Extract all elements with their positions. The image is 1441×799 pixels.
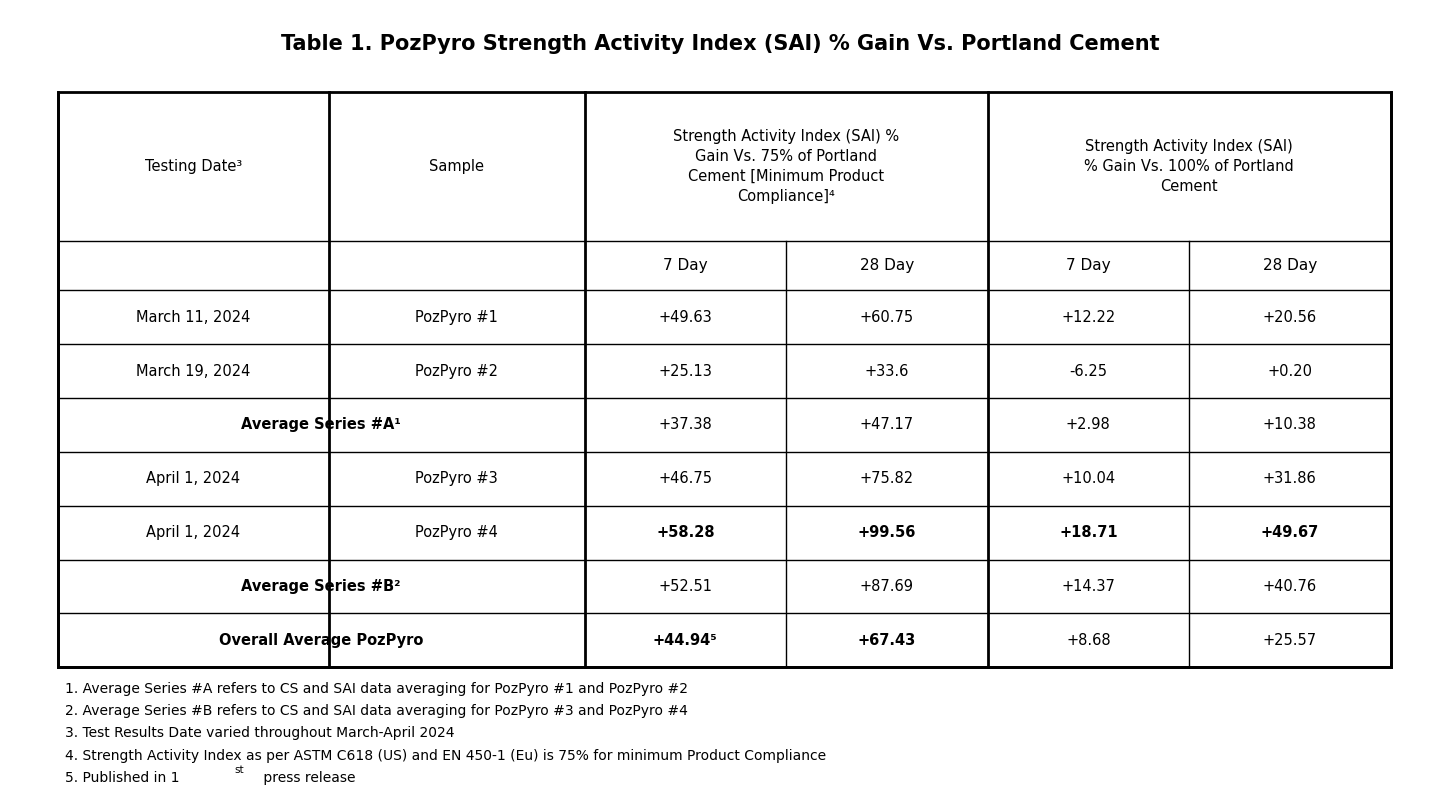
Text: +40.76: +40.76 — [1262, 579, 1317, 594]
Text: +18.71: +18.71 — [1059, 525, 1118, 540]
Text: 1. Average Series #A refers to CS and SAI data averaging for PozPyro #1 and PozP: 1. Average Series #A refers to CS and SA… — [65, 682, 687, 696]
Text: Table 1. PozPyro Strength Activity Index (SAI) % Gain Vs. Portland Cement: Table 1. PozPyro Strength Activity Index… — [281, 34, 1160, 54]
Text: 7 Day: 7 Day — [663, 258, 708, 273]
Text: +47.17: +47.17 — [860, 417, 914, 432]
Text: +10.38: +10.38 — [1262, 417, 1317, 432]
Text: Average Series #B²: Average Series #B² — [242, 579, 401, 594]
Text: st: st — [235, 765, 245, 775]
Text: -6.25: -6.25 — [1069, 364, 1107, 379]
Text: 2. Average Series #B refers to CS and SAI data averaging for PozPyro #3 and PozP: 2. Average Series #B refers to CS and SA… — [65, 704, 687, 718]
Text: +87.69: +87.69 — [860, 579, 914, 594]
Text: Overall Average PozPyro: Overall Average PozPyro — [219, 633, 424, 648]
Text: +75.82: +75.82 — [860, 471, 914, 487]
Text: 5. Published in 1: 5. Published in 1 — [65, 771, 179, 785]
Text: +46.75: +46.75 — [659, 471, 712, 487]
Text: +12.22: +12.22 — [1061, 310, 1115, 324]
Text: +58.28: +58.28 — [656, 525, 715, 540]
Text: +44.94⁵: +44.94⁵ — [653, 633, 718, 648]
Text: +99.56: +99.56 — [857, 525, 916, 540]
Text: Average Series #A¹: Average Series #A¹ — [241, 417, 401, 432]
Text: 3. Test Results Date varied throughout March-April 2024: 3. Test Results Date varied throughout M… — [65, 726, 454, 741]
Text: +20.56: +20.56 — [1262, 310, 1317, 324]
Text: April 1, 2024: April 1, 2024 — [146, 525, 241, 540]
Text: 7 Day: 7 Day — [1066, 258, 1111, 273]
Text: Strength Activity Index (SAI)
% Gain Vs. 100% of Portland
Cement: Strength Activity Index (SAI) % Gain Vs.… — [1084, 139, 1294, 194]
Text: Sample: Sample — [429, 159, 484, 174]
Text: +33.6: +33.6 — [865, 364, 909, 379]
Text: +49.67: +49.67 — [1261, 525, 1319, 540]
Text: +31.86: +31.86 — [1262, 471, 1317, 487]
Text: Strength Activity Index (SAI) %
Gain Vs. 75% of Portland
Cement [Minimum Product: Strength Activity Index (SAI) % Gain Vs.… — [673, 129, 899, 204]
Text: +8.68: +8.68 — [1066, 633, 1111, 648]
Text: April 1, 2024: April 1, 2024 — [146, 471, 241, 487]
Text: March 19, 2024: March 19, 2024 — [135, 364, 251, 379]
Text: +49.63: +49.63 — [659, 310, 712, 324]
Text: Testing Date³: Testing Date³ — [144, 159, 242, 174]
Text: +52.51: +52.51 — [659, 579, 712, 594]
Text: March 11, 2024: March 11, 2024 — [135, 310, 251, 324]
Text: 4. Strength Activity Index as per ASTM C618 (US) and EN 450-1 (Eu) is 75% for mi: 4. Strength Activity Index as per ASTM C… — [65, 749, 826, 763]
Text: PozPyro #4: PozPyro #4 — [415, 525, 499, 540]
Text: +25.13: +25.13 — [659, 364, 712, 379]
Text: +0.20: +0.20 — [1267, 364, 1313, 379]
Text: +37.38: +37.38 — [659, 417, 712, 432]
Text: PozPyro #2: PozPyro #2 — [415, 364, 499, 379]
Text: +25.57: +25.57 — [1262, 633, 1317, 648]
Text: +14.37: +14.37 — [1062, 579, 1115, 594]
Text: 28 Day: 28 Day — [860, 258, 914, 273]
Text: 28 Day: 28 Day — [1262, 258, 1317, 273]
Text: +67.43: +67.43 — [857, 633, 916, 648]
Text: press release: press release — [259, 771, 356, 785]
Text: +60.75: +60.75 — [860, 310, 914, 324]
Text: +2.98: +2.98 — [1066, 417, 1111, 432]
Text: PozPyro #1: PozPyro #1 — [415, 310, 499, 324]
Text: +10.04: +10.04 — [1061, 471, 1115, 487]
Text: PozPyro #3: PozPyro #3 — [415, 471, 499, 487]
